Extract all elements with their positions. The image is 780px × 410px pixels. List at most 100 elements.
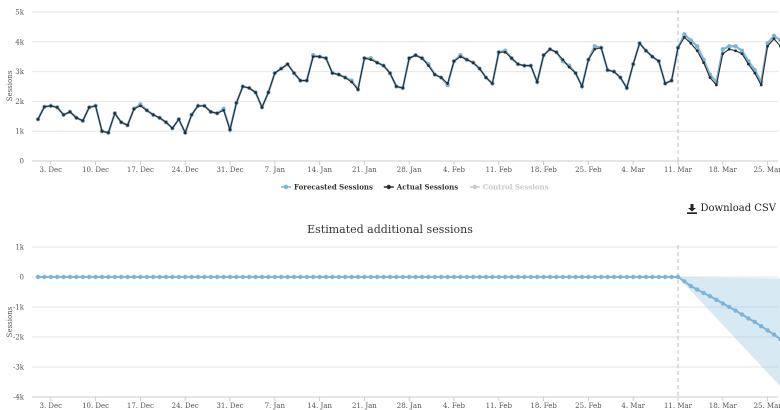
legend-swatch-marker bbox=[283, 184, 289, 190]
estimated-point bbox=[285, 274, 290, 280]
estimated-point bbox=[80, 274, 86, 280]
legend-item: Forecasted Sessions bbox=[281, 183, 373, 192]
actual-point bbox=[535, 80, 539, 84]
estimated-point bbox=[739, 312, 745, 317]
estimated-point bbox=[752, 319, 757, 325]
actual-point bbox=[727, 47, 731, 51]
estimated-point bbox=[208, 274, 213, 280]
estimated-point bbox=[483, 274, 489, 280]
legend-item: Actual Sessions bbox=[383, 183, 458, 192]
estimated-point bbox=[643, 274, 649, 280]
actual-point bbox=[318, 55, 321, 59]
actual-point bbox=[580, 85, 584, 88]
estimated-point bbox=[215, 274, 220, 280]
estimated-point bbox=[323, 274, 329, 280]
estimated-point bbox=[381, 274, 386, 280]
x-tick-label: 28. Jan bbox=[397, 402, 422, 410]
estimated-point bbox=[234, 274, 239, 280]
legend-swatch-marker bbox=[472, 184, 477, 190]
estimated-point bbox=[93, 274, 98, 280]
estimated-point bbox=[106, 274, 111, 280]
actual-point bbox=[87, 105, 91, 109]
x-tick-label: 25. Feb bbox=[575, 402, 602, 410]
actual-point bbox=[369, 58, 373, 62]
estimated-point bbox=[650, 274, 655, 280]
estimated-point bbox=[631, 274, 636, 280]
actual-point bbox=[747, 62, 750, 66]
estimated-point bbox=[458, 274, 463, 280]
x-tick-label: 4. Feb bbox=[443, 402, 466, 410]
estimated-point bbox=[599, 274, 604, 280]
actual-point bbox=[542, 53, 545, 57]
estimated-point bbox=[202, 274, 207, 280]
estimated-point bbox=[682, 279, 687, 284]
download-csv-label: Download CSV bbox=[700, 203, 776, 214]
estimated-point bbox=[240, 274, 245, 280]
actual-point bbox=[587, 58, 590, 62]
actual-point bbox=[139, 104, 142, 108]
estimated-point bbox=[445, 274, 450, 280]
estimated-point bbox=[67, 274, 73, 280]
actual-point bbox=[279, 67, 283, 71]
y-tick-label: 1k bbox=[15, 244, 24, 252]
estimated-point bbox=[618, 274, 623, 280]
estimated-point bbox=[663, 274, 668, 280]
estimated-point bbox=[624, 274, 629, 280]
actual-point bbox=[766, 44, 769, 48]
actual-point bbox=[555, 50, 558, 54]
actual-point bbox=[388, 71, 392, 75]
actual-point bbox=[695, 49, 699, 53]
x-tick-label: 18. Feb bbox=[530, 402, 557, 410]
legend-label: Actual Sessions bbox=[396, 183, 458, 192]
actual-point bbox=[561, 58, 565, 62]
x-tick-label: 10. Dec bbox=[82, 166, 109, 174]
actual-point bbox=[574, 71, 577, 75]
actual-point bbox=[375, 61, 379, 65]
actual-point bbox=[433, 73, 437, 76]
estimated-point bbox=[528, 274, 533, 280]
estimated-point bbox=[605, 274, 610, 280]
download-csv-button[interactable]: Download CSV bbox=[687, 203, 776, 214]
estimated-point bbox=[266, 274, 271, 280]
actual-point bbox=[55, 105, 59, 109]
estimated-point bbox=[87, 274, 92, 280]
estimated-point bbox=[343, 274, 348, 280]
actual-point bbox=[510, 56, 513, 60]
estimated-point bbox=[272, 274, 277, 280]
x-tick-label: 17. Dec bbox=[127, 166, 154, 174]
sessions-chart: 0 1k 2k 3k 4k 5k Sessions 3. Dec 10. Dec 17. Dec 2… bbox=[6, 9, 780, 192]
actual-point bbox=[612, 70, 616, 73]
actual-point bbox=[414, 53, 417, 57]
estimated-point bbox=[394, 274, 399, 280]
actual-point bbox=[651, 55, 654, 59]
y-tick-label: 4k bbox=[15, 38, 24, 46]
estimated-point bbox=[336, 274, 341, 280]
actual-point bbox=[382, 64, 385, 68]
estimated-point bbox=[298, 274, 303, 280]
actual-point bbox=[196, 104, 200, 108]
actual-point bbox=[126, 123, 129, 127]
actual-point bbox=[516, 62, 520, 66]
actual-point bbox=[286, 62, 289, 66]
estimated-point bbox=[349, 274, 354, 280]
actual-point bbox=[753, 71, 757, 75]
estimated-point bbox=[170, 274, 175, 280]
actual-point bbox=[734, 49, 737, 53]
estimated-point bbox=[259, 274, 265, 280]
actual-point bbox=[62, 113, 65, 117]
actual-point bbox=[638, 41, 641, 45]
x-tick-label: 4. Mar bbox=[621, 402, 645, 410]
estimated-point bbox=[637, 274, 642, 280]
actual-point bbox=[407, 56, 411, 60]
actual-point bbox=[75, 116, 78, 120]
estimated-point bbox=[387, 274, 393, 280]
y-tick-label: -1k bbox=[13, 304, 25, 312]
y-tick-label: 1k bbox=[15, 128, 24, 136]
estimated-point bbox=[112, 274, 118, 280]
actual-point bbox=[670, 79, 673, 82]
x-tick-label: 4. Mar bbox=[621, 166, 645, 174]
estimated-point bbox=[746, 316, 751, 321]
legend-label: Forecasted Sessions bbox=[294, 183, 373, 192]
estimated-point bbox=[311, 274, 316, 280]
estimated-point bbox=[42, 274, 47, 280]
